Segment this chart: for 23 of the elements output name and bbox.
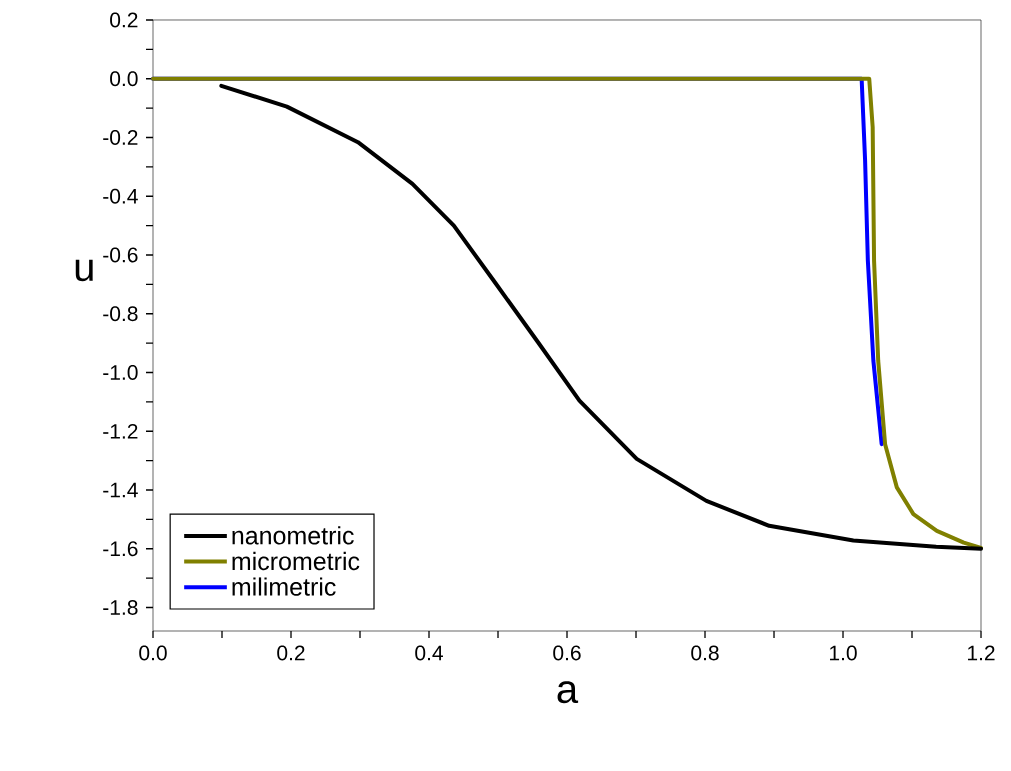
y-tick-label: -0.2 [103,130,138,145]
y-tick-label: -1.2 [103,423,138,439]
y-tick-label: -0.8 [103,306,138,322]
y-tick-label: -1.6 [103,541,138,557]
y-tick-label: -0.6 [103,247,138,263]
y-tick-label: -1.0 [103,365,138,380]
legend-label: milimetric [232,577,336,596]
x-tick-label: 1.2 [968,645,995,661]
y-tick-label: -1.8 [103,600,138,615]
legend-label: nanometric [232,526,354,545]
x-tick-label: 0.8 [691,645,719,661]
y-tick-label: 0.0 [110,71,138,87]
x-tick-label: 0.4 [415,645,443,661]
x-axis-title: a [557,681,579,704]
x-tick-label: 0.6 [553,645,581,661]
y-tick-label: 0.2 [110,12,138,28]
y-tick-label: -0.4 [103,188,138,204]
y-tick-label: -1.4 [103,482,138,498]
x-tick-label: 0.2 [277,645,305,661]
x-tick-label: 1.0 [830,645,857,661]
y-axis-title: u [75,259,93,282]
x-tick-label: 0.0 [139,645,167,661]
legend-label: micrometric [232,551,360,571]
